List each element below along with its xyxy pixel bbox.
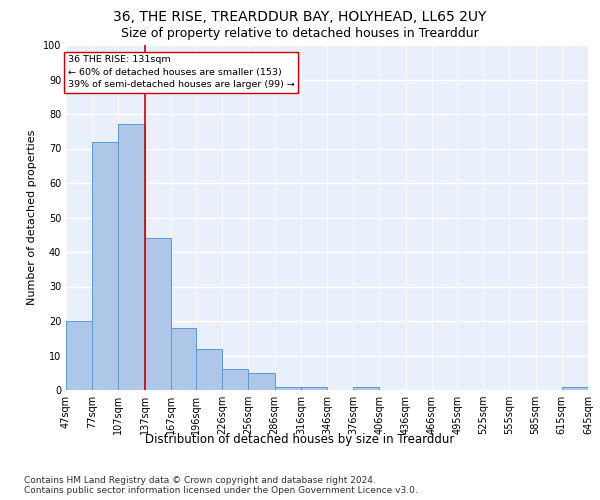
Bar: [353, 386, 379, 390]
Text: 36 THE RISE: 131sqm
← 60% of detached houses are smaller (153)
39% of semi-detac: 36 THE RISE: 131sqm ← 60% of detached ho…: [68, 56, 295, 90]
Bar: [222, 370, 248, 390]
Bar: [66, 321, 92, 390]
Bar: [92, 142, 118, 390]
Bar: [171, 328, 196, 390]
Y-axis label: Number of detached properties: Number of detached properties: [27, 130, 37, 305]
Text: 36, THE RISE, TREARDDUR BAY, HOLYHEAD, LL65 2UY: 36, THE RISE, TREARDDUR BAY, HOLYHEAD, L…: [113, 10, 487, 24]
Bar: [562, 386, 588, 390]
Text: Distribution of detached houses by size in Trearddur: Distribution of detached houses by size …: [145, 432, 455, 446]
Bar: [248, 373, 275, 390]
Bar: [118, 124, 145, 390]
Text: Size of property relative to detached houses in Trearddur: Size of property relative to detached ho…: [121, 28, 479, 40]
Bar: [196, 348, 222, 390]
Bar: [275, 386, 301, 390]
Bar: [145, 238, 171, 390]
Text: Contains HM Land Registry data © Crown copyright and database right 2024.
Contai: Contains HM Land Registry data © Crown c…: [24, 476, 418, 495]
Bar: [301, 386, 327, 390]
